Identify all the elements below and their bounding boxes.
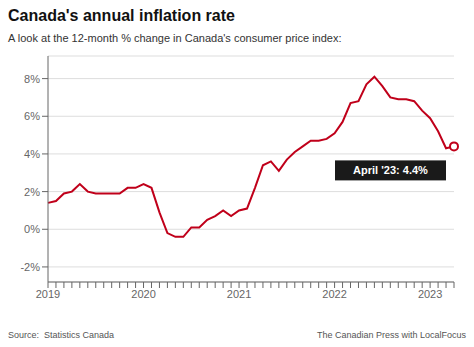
svg-text:2%: 2% xyxy=(24,186,40,198)
html-text:Source: Statistics Canada: Source: Statistics Canada xyxy=(8,330,115,340)
html-text:The Canadian Press with LocalF: The Canadian Press with LocalFocus xyxy=(316,330,466,340)
html-text:Canada's annual inflation rate: Canada's annual inflation rate xyxy=(8,7,235,24)
svg-text:2023: 2023 xyxy=(418,288,442,300)
svg-text:8%: 8% xyxy=(24,73,40,85)
html-text:A look at the 12-month % chang: A look at the 12-month % change in Canad… xyxy=(8,32,342,44)
svg-text:2020: 2020 xyxy=(131,288,155,300)
svg-text:4%: 4% xyxy=(24,148,40,160)
svg-text:2022: 2022 xyxy=(322,288,346,300)
svg-text:2021: 2021 xyxy=(227,288,251,300)
svg-text:2019: 2019 xyxy=(36,288,60,300)
svg-text:6%: 6% xyxy=(24,110,40,122)
svg-text:0%: 0% xyxy=(24,223,40,235)
svg-text:-2%: -2% xyxy=(20,261,40,273)
svg-text:April '23: 4.4%: April '23: 4.4% xyxy=(353,164,428,176)
